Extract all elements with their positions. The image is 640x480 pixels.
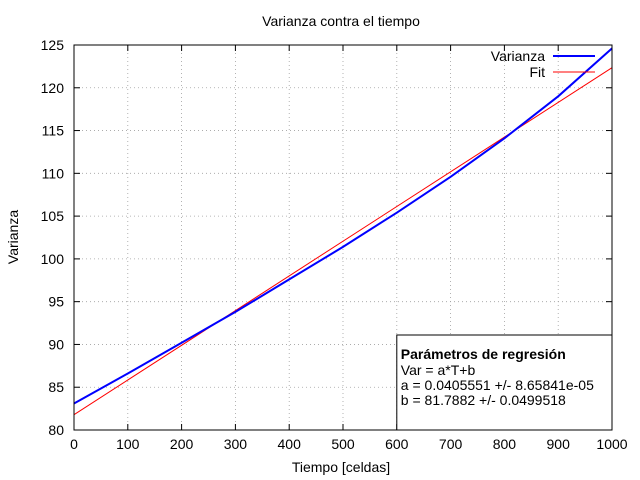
regression-box-title: Parámetros de regresión — [401, 346, 566, 362]
regression-box-line: b = 81.7882 +/- 0.0499518 — [401, 392, 566, 408]
y-tick-label: 95 — [48, 294, 64, 310]
y-tick-label: 85 — [48, 379, 64, 395]
x-tick-label: 600 — [385, 436, 409, 452]
y-tick-label: 115 — [42, 123, 65, 139]
x-tick-label: 400 — [278, 436, 302, 452]
y-tick-label: 120 — [41, 80, 65, 96]
regression-box-line: a = 0.0405551 +/- 8.65841e-05 — [401, 377, 594, 393]
regression-box-line: Var = a*T+b — [401, 362, 476, 378]
x-tick-label: 500 — [331, 436, 355, 452]
x-axis-label: Tiempo [celdas] — [292, 459, 390, 475]
y-tick-label: 80 — [48, 422, 64, 438]
varianza-line — [73, 47, 613, 405]
ticks: 0 100 200 300 400 500 600 700 800 900 1000 80 85 90 95… — [41, 37, 628, 452]
x-tick-label: 0 — [70, 436, 78, 452]
y-tick-label: 110 — [42, 165, 65, 181]
y-tick-label: 125 — [41, 37, 65, 53]
regression-box-frame — [396, 334, 613, 431]
x-tick-label: 1000 — [596, 436, 627, 452]
x-tick-label: 900 — [547, 436, 571, 452]
chart-title: Varianza contra el tiempo — [262, 13, 420, 29]
series-layer — [73, 47, 613, 416]
x-tick-label: 200 — [170, 436, 194, 452]
x-tick-label: 300 — [224, 436, 248, 452]
x-tick-label: 100 — [116, 436, 140, 452]
y-axis-label: Varianza — [5, 210, 21, 264]
legend-label: Varianza — [491, 48, 545, 64]
x-tick-label: 700 — [439, 436, 463, 452]
x-tick-label: 800 — [493, 436, 517, 452]
legend-label: Fit — [529, 64, 545, 80]
y-tick-label: 105 — [41, 208, 65, 224]
y-tick-label: 90 — [48, 336, 64, 352]
y-tick-label: 100 — [41, 251, 65, 267]
